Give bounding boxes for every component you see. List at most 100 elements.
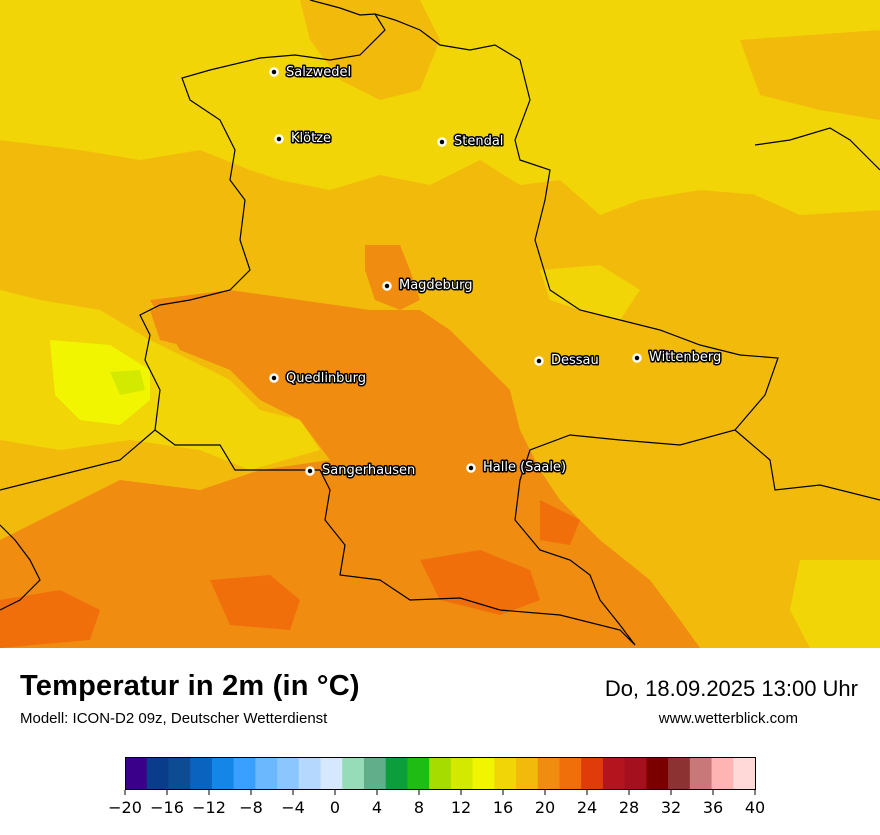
city-marker-salzwedel: Salzwedel [269, 64, 353, 82]
warm-yellow-zone [0, 290, 320, 470]
legend-swatch [168, 758, 191, 790]
temperature-patch [755, 135, 880, 215]
legend-swatch [385, 758, 408, 790]
legend-tick-label: 28 [619, 798, 639, 817]
city-marker-magdeburg: Magdeburg [382, 277, 474, 295]
color-legend: −20 −16 −12 −8 −4 0 4 8 12 16 20 24 28 32 36 40 [0, 750, 880, 830]
city-dot [274, 134, 284, 144]
city-label: Stendal [454, 134, 503, 149]
hot-orange-zone [0, 590, 100, 648]
state-border [0, 429, 156, 491]
legend-swatch [298, 758, 322, 790]
legend-swatch [646, 758, 669, 790]
legend-tick-label: 36 [703, 798, 723, 817]
city-dot [437, 137, 447, 147]
orange-zone [0, 290, 700, 648]
model-subtitle: Modell: ICON-D2 09z, Deutscher Wetterdie… [20, 710, 328, 727]
city-dot [632, 353, 642, 363]
legend-tick-label: −20 [108, 798, 142, 817]
temperature-patch [110, 370, 145, 395]
legend-tick-label: 32 [661, 798, 681, 817]
legend-swatch [255, 758, 278, 790]
city-label: Quedlinburg [286, 371, 366, 386]
city-dot [534, 356, 544, 366]
legend-swatch [407, 758, 430, 790]
state-border [754, 127, 880, 171]
legend-tick-label: −12 [192, 798, 226, 817]
temperature-patch [365, 245, 420, 310]
city-marker-sangerhausen: Sangerhausen [305, 462, 417, 480]
legend-tick-label: 16 [493, 798, 513, 817]
legend-swatch [689, 758, 713, 790]
city-label: Wittenberg [649, 350, 721, 365]
chart-title: Temperatur in 2m (in °C) [20, 670, 360, 702]
temperature-patch [300, 0, 440, 100]
warm-yellow-zone [790, 560, 880, 648]
city-dot [269, 373, 279, 383]
legend-swatch [125, 758, 148, 790]
legend-swatch [494, 758, 517, 790]
legend-tick-label: 4 [372, 798, 382, 817]
hot-orange-zone [210, 575, 300, 630]
legend-swatch [233, 758, 256, 790]
city-marker-wittenberg: Wittenberg [632, 349, 723, 367]
legend-swatch [516, 758, 539, 790]
legend-tick-label: 20 [535, 798, 555, 817]
legend-swatch [537, 758, 560, 790]
legend-tick-label: 0 [330, 798, 340, 817]
temperature-patch [150, 300, 300, 360]
legend-tick-label: −8 [239, 798, 263, 817]
legend-tick-label: −16 [150, 798, 184, 817]
legend-swatch [581, 758, 604, 790]
legend-swatch [624, 758, 647, 790]
temperature-patch [540, 265, 640, 320]
city-marker-halle: Halle (Saale) [466, 459, 568, 477]
legend-tick-label: 12 [451, 798, 471, 817]
city-label: Halle (Saale) [483, 460, 566, 475]
legend-swatch [450, 758, 474, 790]
legend-swatch [602, 758, 626, 790]
city-dot [382, 281, 392, 291]
legend-tick-label: 40 [745, 798, 765, 817]
warm-yellow-zone [0, 0, 880, 215]
city-marker-dessau: Dessau [534, 352, 600, 370]
hot-orange-zone [540, 500, 580, 545]
city-label: Salzwedel [286, 65, 351, 80]
city-marker-stendal: Stendal [437, 133, 505, 151]
city-dot [269, 67, 279, 77]
color-legend-svg: −20 −16 −12 −8 −4 0 4 8 12 16 20 24 28 32 36 40 [108, 757, 765, 817]
legend-swatch [429, 758, 452, 790]
hot-yellow-zone [50, 340, 150, 425]
city-label: Magdeburg [399, 278, 473, 293]
city-label: Sangerhausen [322, 463, 415, 478]
map-svg: Salzwedel Klötze Stendal Magdeburg Dessa… [0, 0, 880, 648]
city-label: Klötze [291, 131, 331, 146]
city-marker-quedlinburg: Quedlinburg [269, 370, 368, 388]
legend-swatch [559, 758, 582, 790]
legend-tick-label: −4 [281, 798, 305, 817]
state-border [139, 0, 779, 646]
city-label: Dessau [551, 353, 599, 368]
legend-swatch [211, 758, 235, 790]
legend-swatch [342, 758, 365, 790]
legend-swatch [277, 758, 300, 790]
temperature-patch [740, 30, 880, 120]
legend-swatches [125, 758, 756, 790]
temperature-map: Salzwedel Klötze Stendal Magdeburg Dessa… [0, 0, 880, 648]
legend-tick-label: 24 [577, 798, 597, 817]
city-dot [305, 466, 315, 476]
legend-swatch [472, 758, 495, 790]
legend-swatch [668, 758, 691, 790]
legend-swatch [146, 758, 169, 790]
legend-ticks: −20 −16 −12 −8 −4 0 4 8 12 16 20 24 28 32 36 40 [108, 790, 765, 817]
legend-tick-label: 8 [414, 798, 424, 817]
website-link[interactable]: www.wetterblick.com [658, 710, 798, 727]
legend-swatch [711, 758, 734, 790]
legend-frame [125, 757, 756, 790]
legend-swatch [190, 758, 213, 790]
legend-swatch [320, 758, 343, 790]
city-marker-kloetze: Klötze [274, 130, 333, 148]
state-border [0, 524, 41, 611]
legend-swatch [363, 758, 387, 790]
forecast-datetime: Do, 18.09.2025 13:00 Uhr [604, 676, 858, 701]
